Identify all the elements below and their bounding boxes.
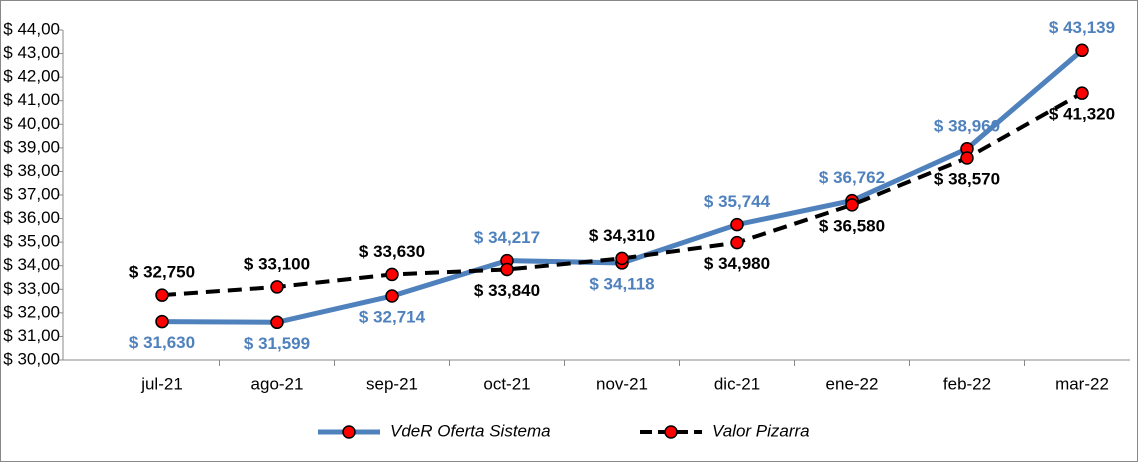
y-tick-label: $ 40,00 [3, 114, 60, 133]
data-label: $ 41,320 [1049, 105, 1115, 124]
marker [155, 314, 169, 329]
data-label: $ 35,744 [704, 192, 771, 211]
y-tick-label: $ 44,00 [3, 19, 60, 38]
marker [270, 315, 284, 330]
legend-marker [342, 425, 356, 439]
data-label: $ 34,980 [704, 254, 770, 273]
y-tick-label: $ 32,00 [3, 302, 60, 321]
y-tick-label: $ 42,00 [3, 67, 60, 86]
legend-label: Valor Pizarra [712, 421, 810, 440]
data-label: $ 38,570 [934, 169, 1000, 188]
data-label: $ 36,762 [819, 168, 885, 187]
data-label: $ 32,714 [359, 308, 426, 327]
data-label: $ 34,118 [589, 274, 654, 293]
data-label: $ 33,100 [244, 254, 310, 273]
data-label: $ 34,217 [474, 228, 540, 247]
y-tick-label: $ 33,00 [3, 279, 60, 298]
legend-label: VdeR Oferta Sistema [390, 421, 551, 440]
marker [500, 262, 514, 277]
marker [1075, 43, 1089, 58]
x-tick-label: jul-21 [140, 374, 183, 393]
marker [730, 235, 744, 250]
y-tick-label: $ 41,00 [3, 90, 60, 109]
x-tick-label: ene-22 [826, 374, 879, 393]
y-tick-label: $ 37,00 [3, 184, 60, 203]
y-tick-label: $ 31,00 [3, 326, 60, 345]
marker [155, 288, 169, 302]
y-tick-label: $ 39,00 [3, 137, 60, 156]
data-label: $ 33,840 [474, 281, 540, 300]
x-tick-label: oct-21 [483, 374, 530, 393]
y-tick-label: $ 30,00 [3, 349, 60, 368]
y-tick-label: $ 43,00 [3, 43, 60, 62]
marker [385, 267, 399, 282]
data-label: $ 34,310 [589, 226, 655, 245]
data-label: $ 33,630 [359, 242, 425, 261]
data-label: $ 32,750 [129, 263, 195, 282]
y-tick-label: $ 35,00 [3, 232, 60, 251]
y-tick-label: $ 34,00 [3, 255, 60, 274]
data-label: $ 36,580 [819, 216, 885, 235]
series-line [161, 91, 1083, 298]
data-label: $ 31,630 [129, 333, 195, 352]
marker [730, 217, 744, 232]
data-label: $ 31,599 [244, 334, 310, 353]
x-tick-label: sep-21 [366, 374, 418, 393]
marker [960, 151, 974, 165]
x-tick-label: feb-22 [943, 374, 991, 393]
data-label: $ 43,139 [1049, 18, 1115, 37]
legend-marker [664, 425, 678, 439]
x-tick-label: dic-21 [714, 374, 760, 393]
marker [615, 251, 629, 266]
y-tick-label: $ 38,00 [3, 161, 60, 180]
marker [1075, 86, 1089, 100]
data-label: $ 38,960 [934, 116, 1000, 135]
marker [845, 198, 859, 212]
marker [270, 280, 284, 294]
y-tick-label: $ 36,00 [3, 208, 60, 227]
x-tick-label: mar-22 [1055, 374, 1109, 393]
x-tick-label: nov-21 [596, 374, 648, 393]
marker [385, 289, 399, 303]
x-tick-label: ago-21 [251, 374, 304, 393]
